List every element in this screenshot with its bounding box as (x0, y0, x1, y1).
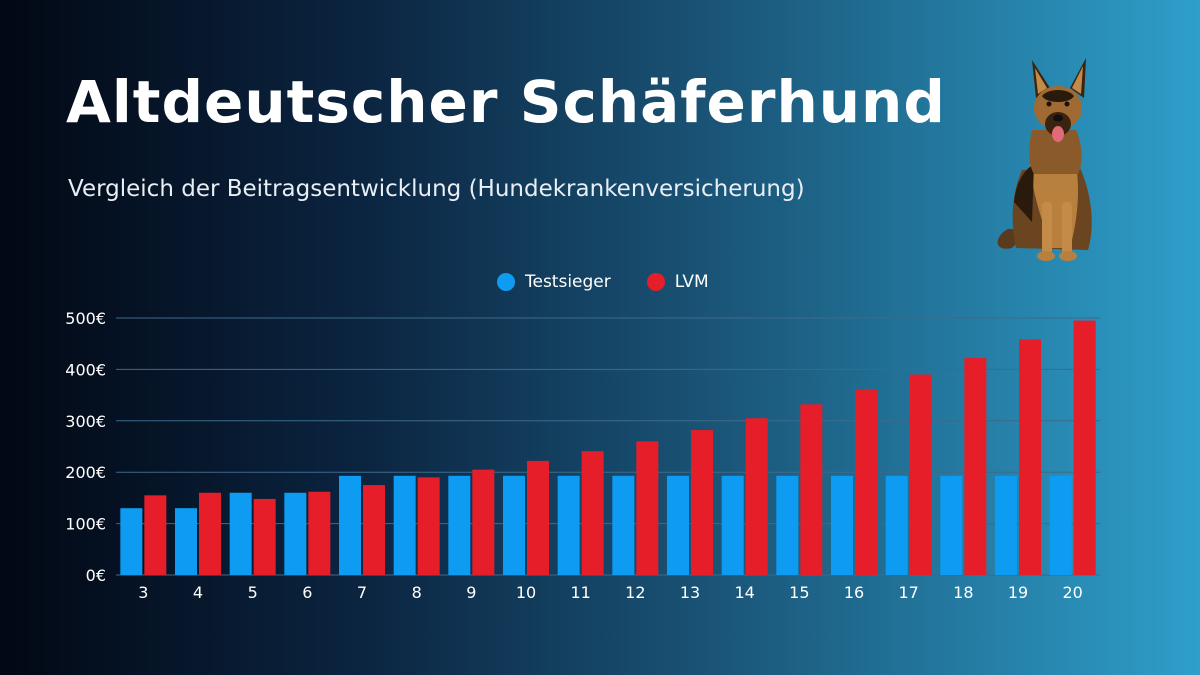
bar-lvm-15 (800, 404, 823, 575)
x-tick-label: 15 (789, 583, 809, 602)
bar-lvm-18 (964, 358, 987, 575)
x-tick-label: 16 (844, 583, 864, 602)
bar-lvm-12 (636, 441, 659, 575)
x-tick-label: 11 (570, 583, 590, 602)
bar-lvm-4 (199, 492, 221, 575)
y-tick-label: 200€ (65, 463, 106, 482)
bar-lvm-14 (745, 418, 768, 575)
x-tick-label: 3 (138, 583, 148, 602)
bar-lvm-5 (253, 498, 276, 575)
bar-testsieger-16 (831, 475, 853, 575)
legend-swatch-lvm (646, 273, 665, 291)
bar-lvm-8 (417, 477, 440, 575)
bar-lvm-7 (363, 485, 385, 575)
x-tick-label: 17 (898, 583, 918, 602)
bar-testsieger-20 (1049, 475, 1072, 575)
bar-testsieger-8 (393, 475, 416, 575)
x-tick-label: 14 (734, 583, 754, 602)
bar-testsieger-5 (229, 492, 252, 575)
y-tick-label: 100€ (65, 515, 106, 534)
bar-testsieger-4 (175, 508, 197, 575)
y-tick-label: 0€ (86, 566, 106, 585)
y-tick-label: 500€ (65, 309, 106, 328)
x-tick-label: 12 (625, 583, 645, 602)
x-tick-label: 6 (302, 583, 312, 602)
y-tick-label: 300€ (65, 412, 106, 431)
x-tick-label: 18 (953, 583, 973, 602)
bar-lvm-20 (1073, 320, 1096, 575)
bar-testsieger-9 (448, 475, 471, 575)
bar-lvm-3 (144, 495, 167, 575)
x-tick-label: 4 (193, 583, 203, 602)
x-tick-label: 8 (412, 583, 422, 602)
bar-testsieger-17 (885, 475, 908, 575)
legend-item-lvm: LVM (646, 272, 709, 292)
bar-testsieger-18 (940, 475, 963, 575)
legend-swatch-testsieger (497, 273, 515, 291)
x-tick-label: 10 (516, 583, 536, 602)
bar-testsieger-11 (557, 475, 580, 575)
bar-testsieger-12 (612, 475, 635, 575)
bar-lvm-10 (527, 460, 549, 575)
bar-testsieger-10 (503, 475, 525, 575)
legend-label-lvm: LVM (674, 272, 709, 292)
legend-item-testsieger: Testsieger (497, 272, 611, 292)
bar-lvm-11 (581, 451, 604, 575)
bar-lvm-19 (1019, 339, 1041, 575)
x-tick-label: 5 (248, 583, 258, 602)
chart-subtitle: Vergleich der Beitragsentwicklung (Hunde… (68, 176, 805, 202)
bar-testsieger-13 (667, 475, 689, 575)
bar-lvm-13 (691, 430, 713, 575)
bar-testsieger-15 (776, 475, 799, 575)
chart-legend: Testsieger LVM (497, 272, 745, 292)
german-shepherd-image (997, 58, 1092, 261)
x-tick-label: 9 (466, 583, 476, 602)
legend-label-testsieger: Testsieger (525, 272, 611, 292)
x-tick-label: 19 (1008, 583, 1028, 602)
x-tick-label: 7 (357, 583, 367, 602)
y-tick-label: 400€ (65, 360, 106, 379)
chart-title: Altdeutscher Schäferhund (66, 68, 946, 136)
bar-lvm-16 (855, 389, 877, 575)
bar-testsieger-14 (721, 475, 744, 575)
bar-lvm-6 (308, 491, 331, 575)
bar-testsieger-3 (120, 508, 143, 575)
x-tick-label: 20 (1062, 583, 1082, 602)
bar-testsieger-19 (995, 475, 1017, 575)
bar-lvm-17 (909, 374, 932, 575)
bar-lvm-9 (472, 469, 495, 575)
bar-testsieger-7 (339, 475, 361, 575)
x-tick-label: 13 (680, 583, 700, 602)
bar-testsieger-6 (284, 492, 307, 575)
